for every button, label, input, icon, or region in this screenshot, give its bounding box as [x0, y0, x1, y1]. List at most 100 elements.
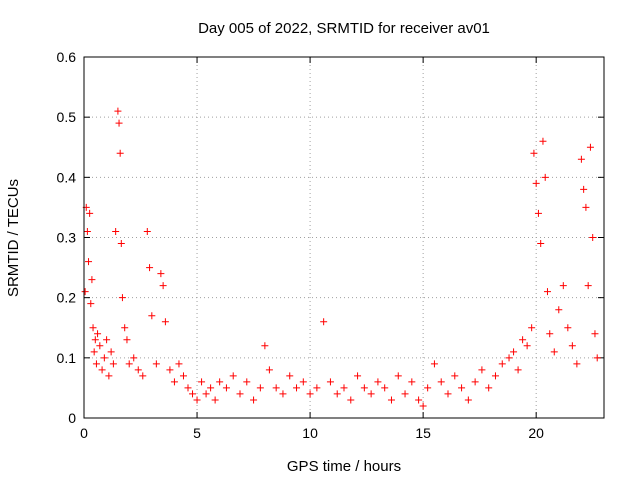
- data-point: [555, 306, 563, 314]
- data-point: [261, 342, 269, 350]
- data-point: [471, 378, 479, 386]
- data-point: [175, 360, 183, 368]
- data-point: [354, 372, 362, 380]
- data-point: [166, 366, 174, 374]
- x-tick-label: 20: [528, 425, 544, 441]
- data-point: [112, 227, 120, 235]
- data-point: [580, 185, 588, 193]
- x-tick-label: 5: [193, 425, 201, 441]
- data-point: [419, 402, 427, 410]
- data-point: [243, 378, 251, 386]
- data-point: [519, 336, 527, 344]
- data-point: [451, 372, 459, 380]
- data-point: [279, 390, 287, 398]
- data-point: [532, 179, 540, 187]
- data-point: [424, 384, 432, 392]
- data-point: [130, 354, 138, 362]
- data-point: [216, 378, 224, 386]
- data-point: [96, 342, 104, 350]
- data-point: [107, 348, 115, 356]
- data-point: [543, 288, 551, 296]
- data-point: [146, 264, 154, 272]
- data-point: [541, 173, 549, 181]
- data-point: [582, 203, 590, 211]
- data-point: [593, 354, 601, 362]
- y-tick-label: 0: [68, 410, 76, 426]
- x-axis-label: GPS time / hours: [287, 458, 401, 475]
- data-point: [184, 384, 192, 392]
- y-tick-label: 0.4: [57, 169, 77, 185]
- data-point: [250, 396, 258, 404]
- data-point: [265, 366, 273, 374]
- data-point: [109, 360, 117, 368]
- chart-title: Day 005 of 2022, SRMTID for receiver av0…: [198, 20, 490, 37]
- data-point: [222, 384, 230, 392]
- data-points: [81, 107, 601, 410]
- data-point: [116, 149, 124, 157]
- data-point: [100, 354, 108, 362]
- data-point: [510, 348, 518, 356]
- y-tick-label: 0.2: [57, 290, 77, 306]
- y-tick-label: 0.5: [57, 109, 77, 125]
- data-point: [94, 330, 102, 338]
- data-point: [157, 270, 165, 278]
- data-point: [530, 149, 538, 157]
- data-point: [559, 282, 567, 290]
- data-point: [81, 288, 89, 296]
- data-point: [148, 312, 156, 320]
- data-point: [103, 336, 111, 344]
- data-point: [211, 396, 219, 404]
- data-point: [539, 137, 547, 145]
- data-point: [134, 366, 142, 374]
- x-tick-label: 0: [80, 425, 88, 441]
- data-point: [577, 155, 585, 163]
- data-point: [360, 384, 368, 392]
- data-point: [347, 396, 355, 404]
- data-point: [123, 336, 131, 344]
- data-point: [125, 360, 133, 368]
- data-point: [98, 366, 106, 374]
- data-point: [202, 390, 210, 398]
- data-point: [326, 378, 334, 386]
- data-point: [523, 342, 531, 350]
- data-point: [236, 390, 244, 398]
- data-point: [568, 342, 576, 350]
- data-point: [591, 330, 599, 338]
- data-point: [437, 378, 445, 386]
- data-point: [584, 282, 592, 290]
- data-point: [105, 372, 113, 380]
- y-tick-label: 0.6: [57, 49, 77, 65]
- data-point: [381, 384, 389, 392]
- data-point: [491, 372, 499, 380]
- x-tick-label: 15: [415, 425, 431, 441]
- data-point: [229, 372, 237, 380]
- data-point: [430, 360, 438, 368]
- data-point: [92, 360, 100, 368]
- data-point: [152, 360, 160, 368]
- data-point: [193, 396, 201, 404]
- data-point: [306, 390, 314, 398]
- data-point: [83, 227, 91, 235]
- data-point: [293, 384, 301, 392]
- data-point: [573, 360, 581, 368]
- y-axis-label: SRMTID / TECUs: [5, 179, 22, 297]
- data-point: [534, 209, 542, 217]
- data-point: [286, 372, 294, 380]
- data-point: [85, 258, 93, 266]
- data-point: [117, 240, 125, 248]
- data-point: [564, 324, 572, 332]
- data-point: [415, 396, 423, 404]
- data-point: [589, 234, 597, 241]
- data-point: [118, 294, 126, 302]
- data-point: [401, 390, 409, 398]
- data-point: [374, 378, 382, 386]
- grid: [84, 57, 604, 418]
- data-point: [408, 378, 416, 386]
- data-point: [139, 372, 147, 380]
- data-point: [498, 360, 506, 368]
- data-point: [189, 390, 197, 398]
- data-point: [207, 384, 215, 392]
- data-point: [121, 324, 129, 332]
